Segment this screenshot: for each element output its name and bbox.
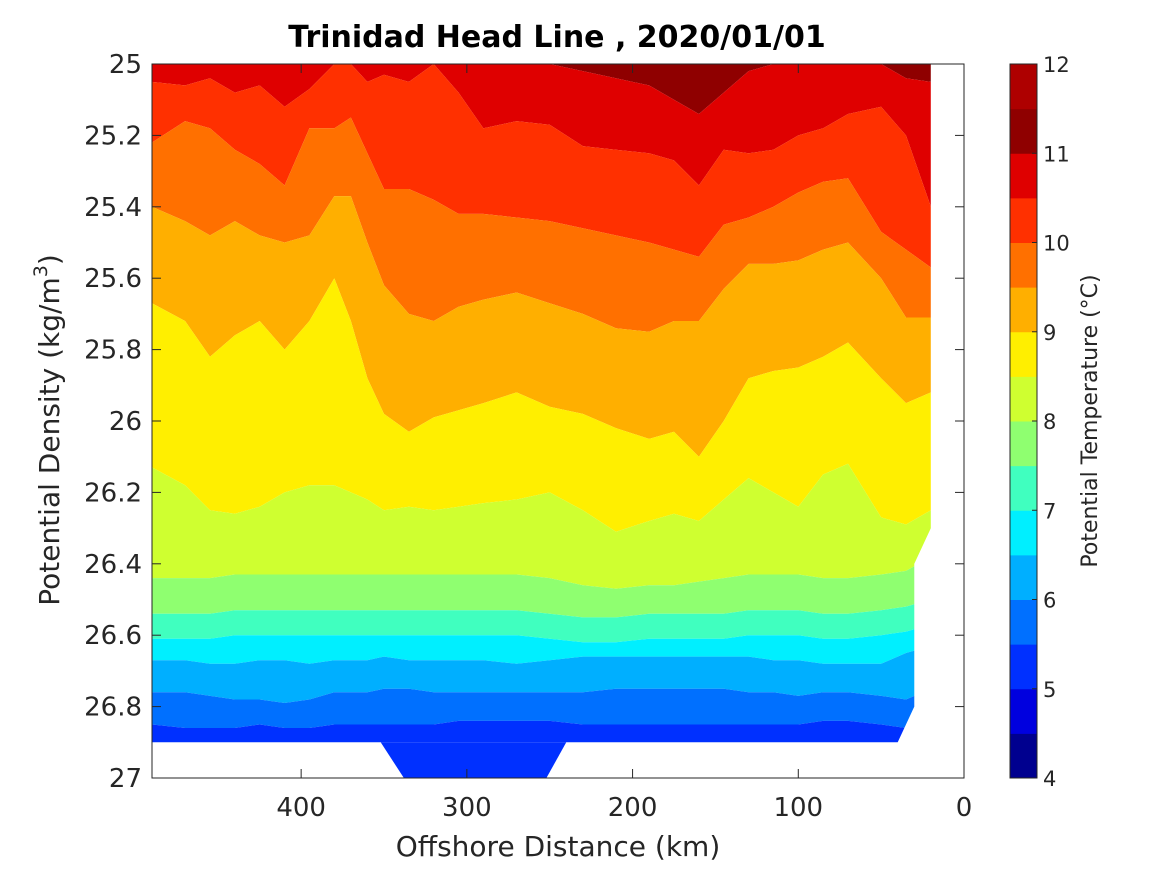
- contour-band: [152, 556, 931, 618]
- contour-band: [152, 624, 931, 664]
- colorbar-tick-label: 7: [1043, 499, 1056, 523]
- colorbar-label: Potential Temperature (°C): [1078, 274, 1103, 567]
- y-tick-label: 26: [109, 407, 142, 437]
- colorbar-swatch: [1010, 688, 1037, 734]
- colorbar-swatch: [1010, 242, 1037, 288]
- colorbar-tick-label: 12: [1043, 53, 1070, 77]
- colorbar-swatch: [1010, 599, 1037, 645]
- contour-band: [152, 64, 931, 207]
- colorbar-swatch: [1010, 64, 1037, 110]
- contour-band: [152, 117, 931, 332]
- no-data-region: [897, 64, 964, 778]
- x-tick-label: 100: [773, 793, 823, 823]
- colorbar-swatch: [1010, 331, 1037, 377]
- colorbar-tick-label: 11: [1043, 142, 1070, 166]
- y-tick-label: 27: [109, 764, 142, 794]
- contour-band: [152, 599, 931, 643]
- y-axis-label-superscript: 3: [30, 265, 52, 277]
- y-axis: 25 25.2 25.4 25.6 25.8 26 26.2 26.4 26.6 26.8 27: [84, 50, 964, 794]
- colorbar-swatch: [1010, 197, 1037, 243]
- colorbar-swatch: [1010, 421, 1037, 467]
- colorbar-swatch: [1010, 153, 1037, 199]
- colorbar-tick-label: 5: [1043, 678, 1056, 702]
- contour-band: [152, 713, 931, 743]
- contour-band: [152, 64, 931, 114]
- x-tick-label: 400: [276, 793, 326, 823]
- contour-band: [152, 463, 931, 589]
- contour-band: [152, 196, 931, 457]
- colorbar-swatch: [1010, 510, 1037, 556]
- plot-area: [151, 63, 965, 779]
- y-tick-label: 26.8: [84, 693, 142, 723]
- y-tick-label: 25.4: [84, 193, 142, 223]
- contour-band: [152, 645, 931, 703]
- y-tick-label: 25: [109, 50, 142, 80]
- colorbar-swatch: [1010, 287, 1037, 333]
- chart-title: Trinidad Head Line , 2020/01/01: [288, 20, 825, 55]
- y-tick-label: 26.6: [84, 621, 142, 651]
- colorbar-tick-label: 6: [1043, 589, 1056, 613]
- colorbar-swatch: [1010, 554, 1037, 600]
- colorbar-tick-label: 10: [1043, 232, 1070, 256]
- colorbar-tick-label: 8: [1043, 410, 1056, 434]
- x-tick-label: 300: [442, 793, 492, 823]
- colorbar-swatch: [1010, 644, 1037, 690]
- contour-band: [380, 742, 567, 778]
- colorbar-swatch: [1010, 376, 1037, 422]
- y-tick-label: 26.4: [84, 550, 142, 580]
- y-tick-label: 25.8: [84, 336, 142, 366]
- colorbar-swatch: [1010, 465, 1037, 511]
- colorbar-swatch: [1010, 733, 1037, 779]
- contour-bands: [152, 64, 964, 778]
- x-axis-label: Offshore Distance (km): [396, 830, 721, 863]
- x-tick-label: 0: [956, 793, 973, 823]
- y-tick-label: 26.2: [84, 478, 142, 508]
- contour-band: [152, 64, 931, 268]
- x-tick-label: 200: [608, 793, 658, 823]
- colorbar-swatch: [1010, 108, 1037, 154]
- x-axis: 400 300 200 100 0: [276, 64, 972, 823]
- colorbar: 4 5 6 7 8 9 10 11 12: [1009, 53, 1070, 791]
- y-axis-label-end: ): [33, 254, 66, 265]
- colorbar-tick-label: 4: [1043, 767, 1056, 791]
- contour-band: [152, 688, 931, 728]
- y-axis-label-main: Potential Density (kg/m: [33, 277, 66, 606]
- y-tick-label: 25.6: [84, 264, 142, 294]
- contour-band: [152, 278, 931, 532]
- colorbar-tick-label: 9: [1043, 321, 1056, 345]
- y-tick-label: 25.2: [84, 121, 142, 151]
- y-axis-label: Potential Density (kg/m3): [30, 254, 66, 606]
